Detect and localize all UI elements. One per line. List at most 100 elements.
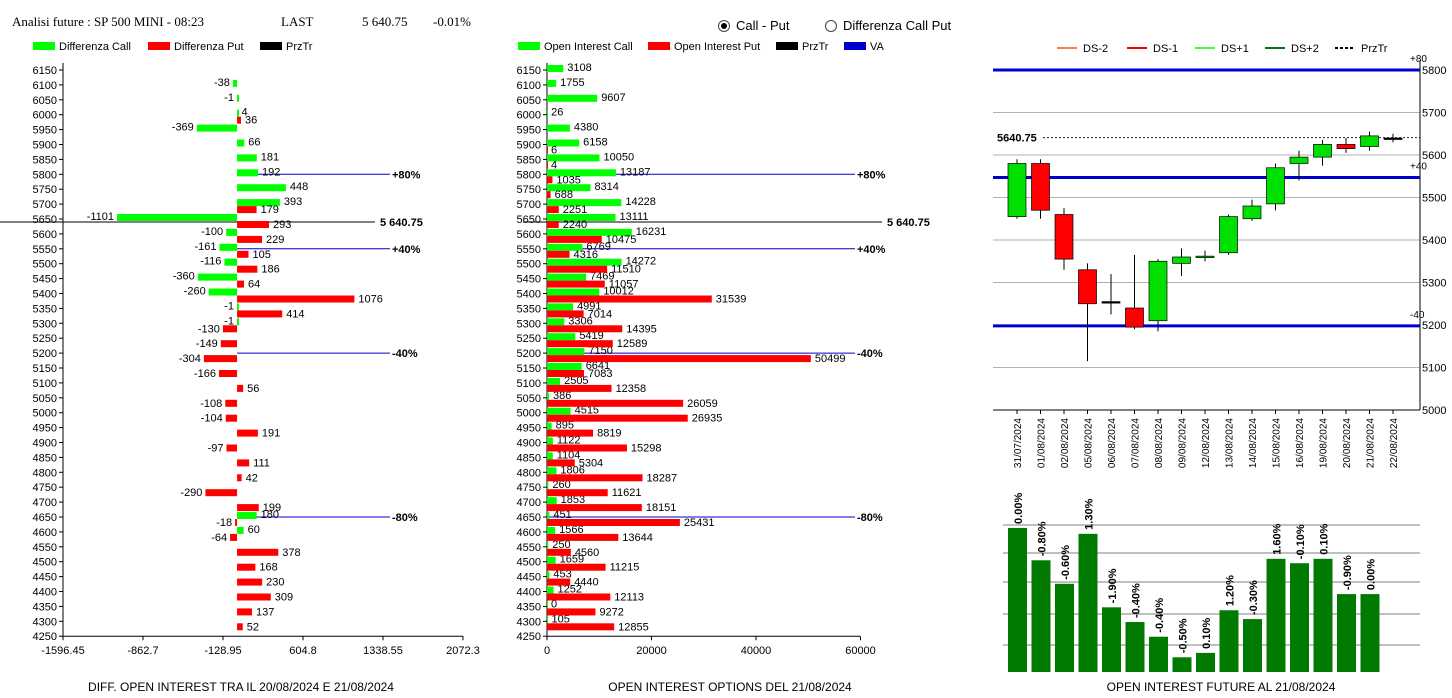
- call-oi-label: 26: [551, 107, 563, 119]
- future-oi-bar: [1313, 558, 1333, 672]
- call-oi-bar: [547, 65, 564, 72]
- y-tick-label: 5200: [33, 348, 57, 360]
- call-diff-bar: [237, 109, 240, 117]
- future-oi-label: 0.10%: [1201, 617, 1213, 648]
- level-label: +80: [1410, 54, 1427, 65]
- y-tick-label: 5500: [33, 259, 57, 271]
- put-oi-bar: [547, 399, 684, 407]
- x-tick-label: -1596.45: [41, 645, 84, 657]
- x-tick-label: 15/08/2024: [1272, 418, 1283, 468]
- put-diff-label: 229: [266, 234, 284, 246]
- put-oi-label: 12855: [618, 621, 649, 633]
- put-oi-label: 8819: [597, 428, 621, 440]
- call-oi-label: 13111: [620, 211, 649, 223]
- x-tick-label: 40000: [741, 645, 772, 657]
- call-diff-label: 60: [248, 524, 260, 536]
- call-oi-label: 10012: [603, 286, 634, 298]
- call-diff-bar: [208, 288, 238, 296]
- percent-marker-label: -40%: [392, 348, 418, 360]
- y-tick-label: 5850: [517, 154, 541, 166]
- put-diff-label: -304: [179, 353, 201, 365]
- call-diff-label: -116: [200, 256, 221, 268]
- y-tick-label: 5000: [33, 408, 57, 420]
- put-oi-label: 50499: [815, 353, 846, 365]
- percent-marker-label: +80%: [857, 169, 886, 181]
- y-tick-label: 4300: [33, 616, 57, 628]
- call-oi-label: 250: [552, 539, 570, 551]
- put-diff-bar: [205, 489, 238, 497]
- put-diff-bar: [237, 608, 252, 616]
- put-oi-label: 5304: [579, 457, 603, 469]
- x-tick-label: 06/08/2024: [1107, 418, 1118, 468]
- put-oi-bar: [547, 429, 594, 437]
- call-oi-label: 16231: [636, 226, 667, 238]
- call-oi-bar: [547, 467, 557, 475]
- future-oi-bar: [1243, 619, 1262, 672]
- candle-body: [1289, 156, 1309, 164]
- put-oi-label: 11215: [610, 562, 640, 574]
- candle-body: [1219, 216, 1238, 254]
- put-diff-bar: [237, 250, 249, 258]
- put-oi-bar: [547, 250, 570, 258]
- put-oi-bar: [547, 444, 627, 452]
- future-oi-bar: [1172, 657, 1192, 672]
- change-value: -0.01%: [433, 14, 471, 29]
- candle-body: [1383, 137, 1403, 140]
- y-tick-label: 6100: [33, 80, 57, 92]
- put-oi-bar: [547, 474, 643, 482]
- y-tick-label: 4350: [33, 601, 57, 613]
- call-oi-bar: [547, 586, 554, 594]
- y-tick-label: 5650: [517, 214, 541, 226]
- percent-marker-label: +80%: [392, 169, 421, 181]
- future-oi-bar: [1078, 533, 1098, 672]
- put-oi-label: 11057: [609, 279, 639, 291]
- put-oi-bar: [547, 504, 642, 512]
- put-diff-bar: [237, 116, 241, 124]
- future-oi-label: -1.90%: [1107, 568, 1119, 603]
- future-oi-bar: [1055, 583, 1074, 672]
- y-tick-label: 5950: [517, 125, 541, 137]
- x-tick-label: 19/08/2024: [1319, 418, 1330, 468]
- call-oi-label: 6769: [586, 241, 610, 253]
- call-diff-bar: [237, 526, 244, 534]
- y-tick-label: 6050: [517, 95, 541, 107]
- call-oi-bar: [547, 452, 553, 460]
- x-tick-label: 21/08/2024: [1366, 418, 1377, 468]
- call-oi-bar: [547, 243, 583, 251]
- y-tick-label: 5350: [33, 303, 57, 315]
- y-tick-label: 5300: [33, 318, 57, 330]
- put-oi-bar: [547, 608, 596, 616]
- future-oi-caption: OPEN INTEREST FUTURE AL 21/08/2024: [1107, 680, 1336, 694]
- call-oi-label: 451: [553, 509, 571, 521]
- call-diff-label: -1101: [87, 211, 114, 223]
- y-tick-label: 4350: [517, 601, 541, 613]
- radio-call-put[interactable]: Call - Put: [718, 18, 789, 33]
- x-tick-label: 1338.55: [363, 645, 403, 657]
- call-oi-label: 4380: [574, 122, 598, 134]
- future-oi-bar: [1360, 594, 1380, 672]
- future-oi-label: -0.40%: [1131, 583, 1143, 618]
- call-oi-bar: [547, 407, 571, 415]
- call-oi-label: 1659: [560, 554, 584, 566]
- candle-body: [1148, 260, 1168, 322]
- put-oi-bar: [547, 533, 619, 541]
- call-oi-label: 10050: [604, 151, 635, 163]
- y-tick-label: 5000: [1422, 405, 1446, 417]
- y-tick-label: 5300: [517, 318, 541, 330]
- radio-differenza-call-put[interactable]: Differenza Call Put: [825, 18, 951, 33]
- y-tick-label: 5800: [517, 169, 541, 181]
- call-diff-label: 180: [261, 509, 279, 521]
- put-oi-label: 1035: [556, 174, 580, 186]
- call-oi-bar: [547, 258, 622, 266]
- call-oi-bar: [547, 318, 565, 326]
- put-diff-label: 293: [273, 219, 291, 231]
- level-label: +40: [1410, 162, 1427, 173]
- legend-label: Open Interest Call: [544, 41, 633, 53]
- put-diff-bar: [237, 265, 258, 273]
- put-oi-label: 688: [555, 189, 573, 201]
- call-diff-label: -100: [201, 226, 223, 238]
- legend-swatch: [648, 42, 670, 50]
- candle-body: [1054, 214, 1074, 260]
- put-oi-label: 4316: [574, 249, 598, 261]
- radio-unselected-icon: [825, 19, 837, 32]
